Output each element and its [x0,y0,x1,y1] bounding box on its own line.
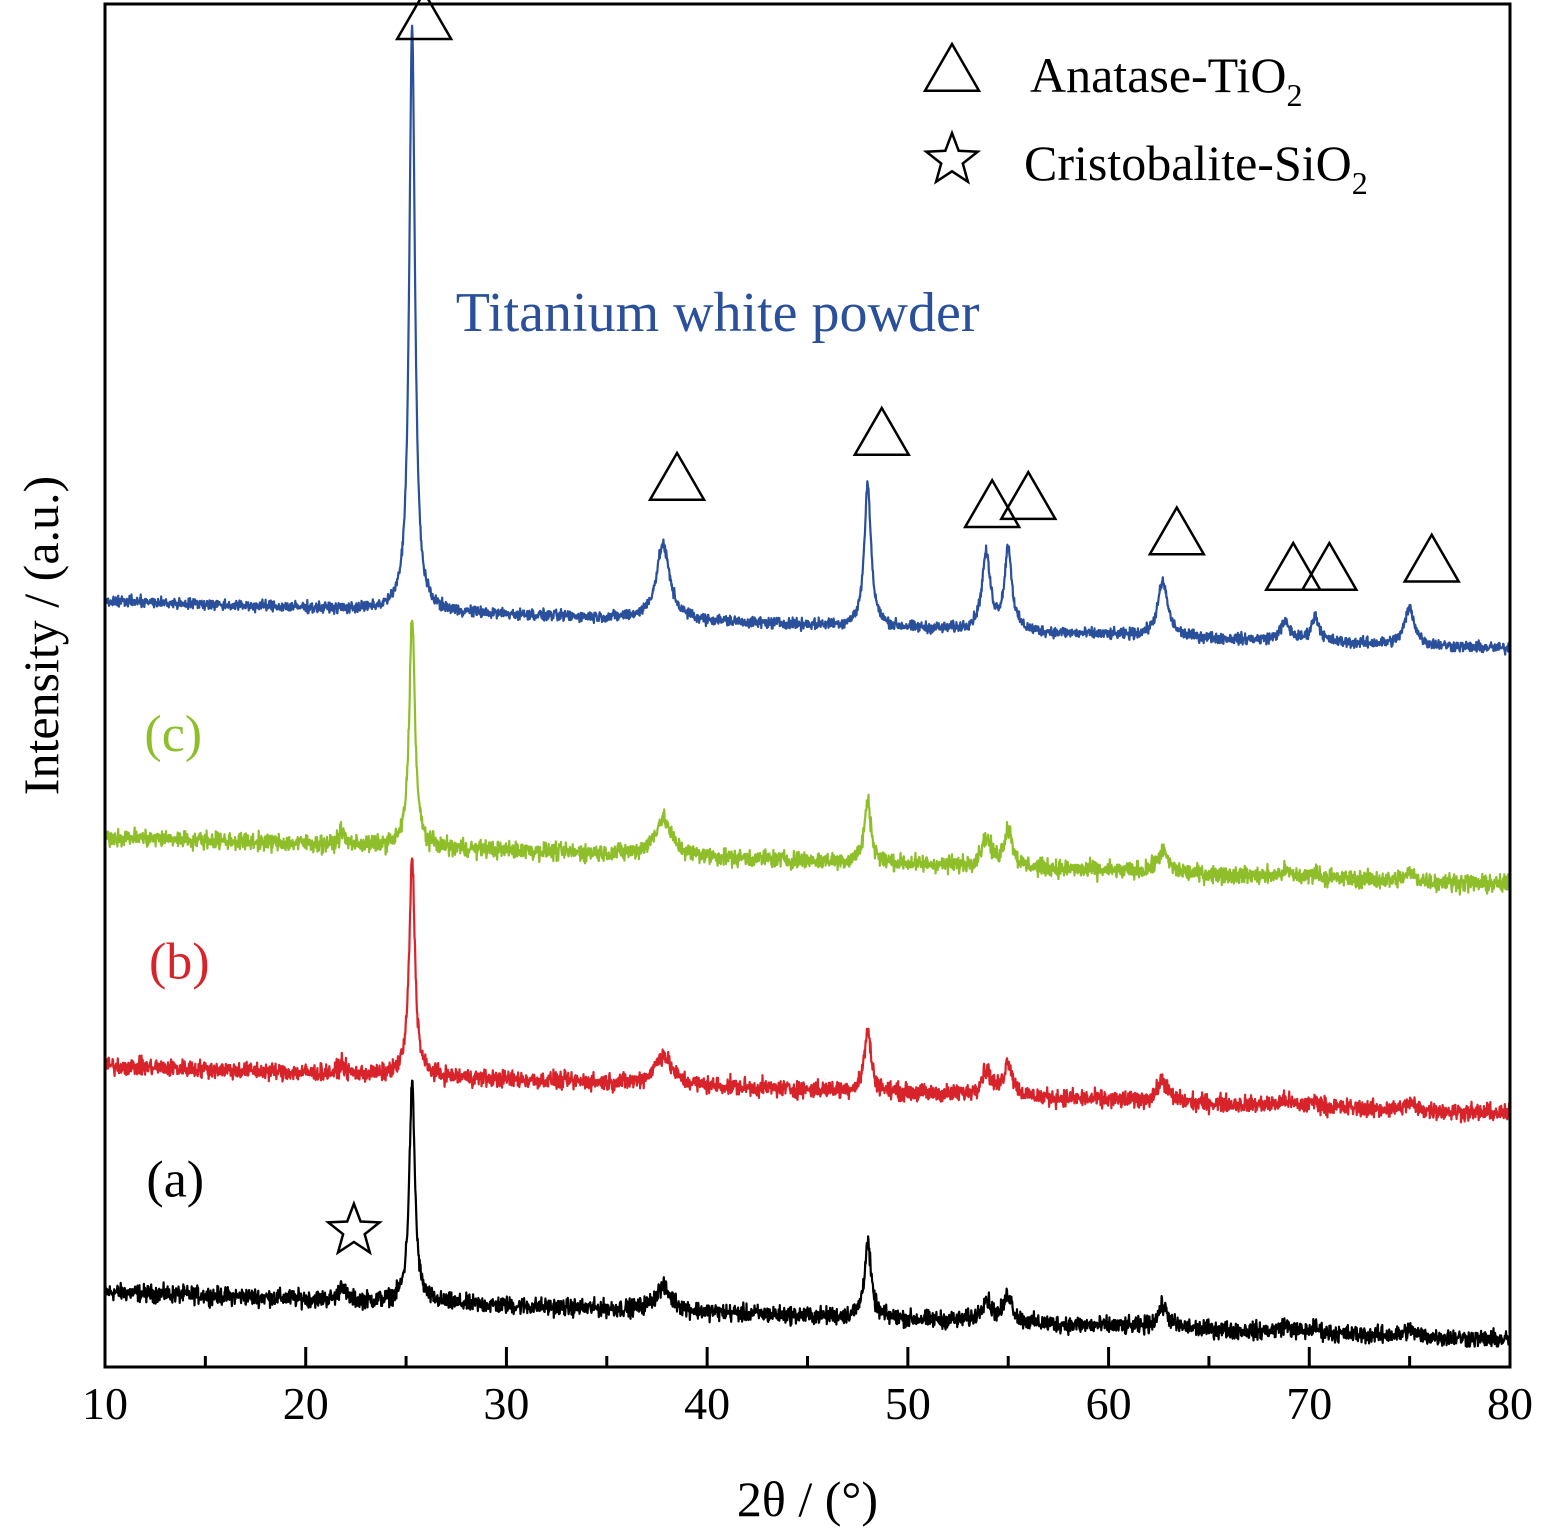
legend-label-anatase: Anatase-TiO2 [1030,47,1302,113]
anatase-peak-triangle-icon-8 [1402,532,1461,583]
legend-star-icon [922,129,982,185]
legend-label-anatase-main: Anatase-TiO [1030,47,1286,103]
legend-triangle-shape [922,41,982,92]
plot-frame [103,2,1512,1369]
legend-triangle-icon [922,41,982,92]
legend-entry-cristobalite: Cristobalite-SiO2 [922,129,1368,201]
series-line-0 [103,1079,1511,1348]
legend-star-shape [922,129,982,185]
anatase-peak-triangle-icon-3 [962,477,1022,529]
legend-label-anatase-sub: 2 [1286,77,1302,113]
x-tick-label-4: 50 [885,1378,931,1429]
series-line-3 [103,24,1512,656]
marker-layer [324,0,1461,1256]
annotation-titanium-white: Titanium white powder [456,282,980,344]
x-tick-label-0: 10 [82,1378,128,1429]
legend-label-cristobalite: Cristobalite-SiO2 [1024,135,1368,201]
anatase-peak-triangle-icon-0 [394,0,454,41]
anatase-peak-triangle-icon-6 [1264,540,1323,591]
x-tick-label-5: 60 [1086,1378,1132,1429]
x-tick-label-3: 40 [684,1378,730,1429]
series-layer [103,24,1512,1348]
anatase-peak-triangle-icon-7 [1300,540,1359,591]
legend: Anatase-TiO2 Cristobalite-SiO2 [922,41,1368,201]
label-layer: (a) (b) (c) [144,706,209,1209]
legend-entry-anatase: Anatase-TiO2 [922,41,1302,113]
anatase-peak-triangle-icon-2 [852,405,911,457]
x-tick-label-6: 70 [1286,1378,1332,1429]
anatase-peak-triangle-icon-1 [647,450,707,502]
y-axis-label: Intensity / (a.u.) [13,476,69,795]
legend-label-cristobalite-main: Cristobalite-SiO [1024,135,1352,191]
anatase-peak-triangle-icon-4 [999,469,1058,521]
x-tick-label-7: 80 [1487,1378,1533,1429]
series-line-1 [103,857,1512,1124]
x-tick-label-1: 20 [283,1378,329,1429]
series-label-2: (c) [144,706,202,763]
cristobalite-peak-star-icon-9 [324,1200,383,1256]
x-tick-label-2: 30 [483,1378,529,1429]
series-line-2 [103,619,1512,896]
series-label-1: (b) [149,934,210,991]
series-label-0: (a) [146,1152,204,1209]
legend-label-cristobalite-sub: 2 [1352,165,1368,201]
anatase-peak-triangle-icon-5 [1147,505,1206,556]
x-axis-label: 2θ / (°) [737,1471,878,1527]
tick-layer: 10 20 30 40 50 60 70 80 [82,1347,1533,1429]
